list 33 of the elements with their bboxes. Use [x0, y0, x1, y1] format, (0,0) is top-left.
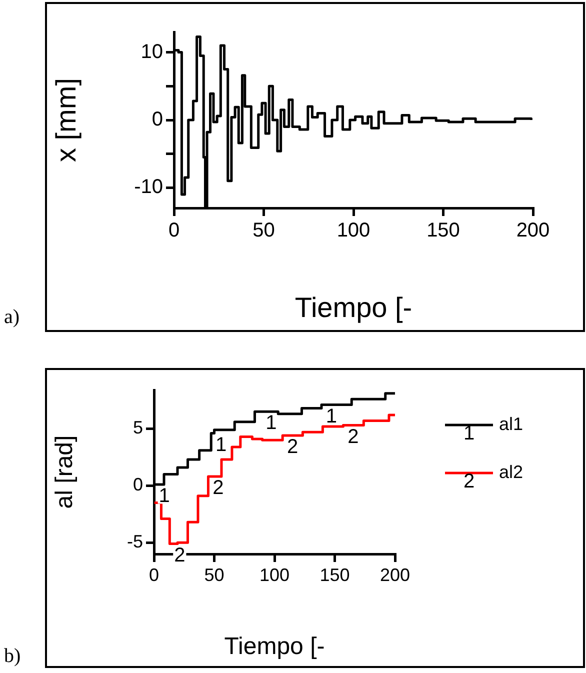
annotation: 1 — [216, 434, 227, 456]
y-tick-label: 5 — [132, 418, 143, 438]
x-tick-label: 0 — [168, 220, 180, 242]
annotation: 1 — [158, 485, 170, 508]
y-tick-label: -5 — [126, 532, 143, 552]
annotation: 2 — [287, 436, 298, 458]
x-tick-label: 100 — [336, 220, 370, 242]
annotation: 2 — [348, 426, 359, 448]
text: b) — [4, 645, 21, 668]
x-axis-title: Tiempo [- — [224, 633, 325, 660]
annotation: 1 — [266, 412, 277, 434]
annotation: 2 — [212, 477, 224, 500]
x-tick-label: 100 — [259, 564, 290, 585]
y-axis-title: x [mm] — [50, 78, 82, 162]
annotation: 1 — [326, 405, 338, 428]
text: 1 — [463, 422, 475, 445]
y-tick-label: 0 — [152, 108, 163, 131]
x-tick-label: 50 — [204, 564, 224, 585]
x-axis-title: Tiempo [- — [294, 292, 412, 323]
x-tick-label: 50 — [252, 220, 275, 242]
text: 2 — [463, 470, 475, 493]
annotation: 2 — [174, 544, 186, 566]
x-tick-label: 200 — [380, 564, 410, 585]
text: a) — [4, 306, 20, 329]
y-tick-label: -10 — [134, 176, 163, 198]
x-tick-label: 150 — [426, 220, 460, 242]
y-tick-label: 10 — [140, 40, 163, 63]
legend-label: al2 — [499, 462, 524, 482]
y-axis-title: al [rad] — [51, 435, 78, 509]
legend-label: al1 — [499, 414, 524, 434]
x-tick-label: 200 — [516, 220, 550, 242]
x-tick-label: 150 — [320, 564, 350, 585]
y-tick-label: 0 — [132, 474, 143, 495]
